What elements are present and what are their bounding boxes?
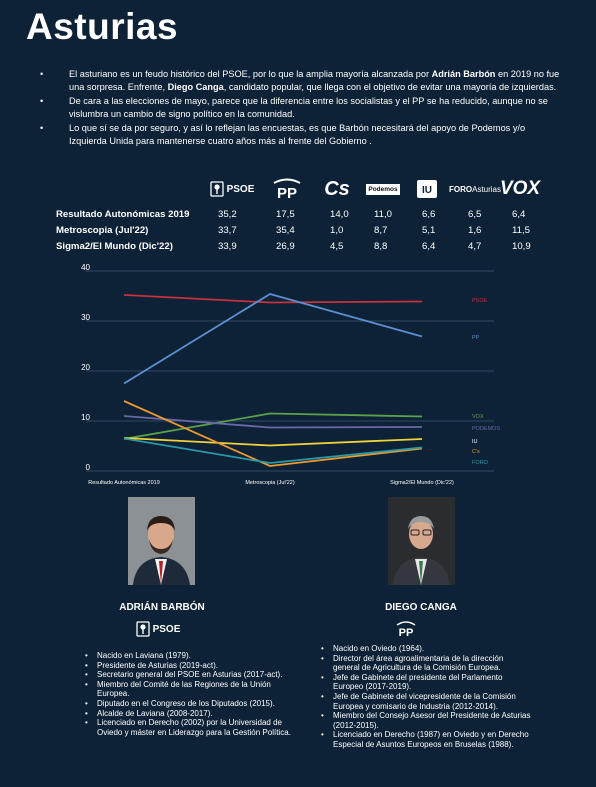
bio-item: Alcalde de Laviana (2008-2017). bbox=[83, 709, 293, 719]
table-row: Metroscopia (Jul'22) 33,7 35,4 1,0 8,7 5… bbox=[56, 225, 536, 241]
row-label: Resultado Autonómicas 2019 bbox=[56, 209, 190, 220]
vox-logo: VOX bbox=[499, 178, 541, 199]
candidate-name-highlight: Adrián Barbón bbox=[431, 69, 496, 79]
series-label: PP bbox=[472, 335, 480, 341]
y-tick-label: 10 bbox=[81, 413, 90, 422]
intro-item: Lo que sí se da por seguro, y así lo ref… bbox=[40, 122, 560, 148]
series-label: FORO bbox=[472, 460, 489, 466]
series-label: VOX bbox=[472, 414, 484, 420]
cs-logo: Cs bbox=[324, 177, 350, 200]
x-tick-label: Metroscopia (Jul'22) bbox=[245, 480, 295, 486]
row-label: Sigma2/El Mundo (Dic'22) bbox=[56, 241, 173, 252]
table-cell: 6,5 bbox=[468, 209, 482, 220]
series-label: PSOE bbox=[472, 298, 488, 304]
bio-item: Miembro del Comité de las Regiones de la… bbox=[83, 680, 293, 699]
bio-item: Director del área agroalimentaria de la … bbox=[319, 654, 531, 673]
poll-table: Resultado Autonómicas 2019 35,2 17,5 14,… bbox=[56, 209, 536, 257]
table-cell: 11,0 bbox=[374, 209, 392, 220]
bio-item: Secretario general del PSOE en Asturias … bbox=[83, 670, 293, 680]
row-label: Metroscopia (Jul'22) bbox=[56, 225, 149, 236]
rose-icon bbox=[209, 181, 224, 197]
bio-item: Jefe de Gabinete del vicepresidente de l… bbox=[319, 692, 531, 711]
party-logos: PSOE PP Cs Podemos IU FORO Asturias VOX bbox=[200, 176, 540, 202]
table-cell: 33,9 bbox=[218, 241, 237, 252]
series-line-iu bbox=[123, 437, 423, 447]
svg-text:PP: PP bbox=[399, 627, 414, 638]
series-line-psoe bbox=[123, 294, 423, 304]
svg-text:IU: IU bbox=[422, 185, 432, 196]
y-tick-label: 30 bbox=[81, 313, 90, 322]
bio-item: Diputado en el Congreso de los Diputados… bbox=[83, 699, 293, 709]
table-cell: 8,8 bbox=[374, 241, 388, 252]
table-cell: 6,6 bbox=[422, 209, 436, 220]
table-row: Resultado Autonómicas 2019 35,2 17,5 14,… bbox=[56, 209, 536, 225]
intro-list: El asturiano es un feudo histórico del P… bbox=[40, 68, 560, 149]
intro-item: De cara a las elecciones de mayo, parece… bbox=[40, 95, 560, 121]
table-cell: 4,5 bbox=[330, 241, 344, 252]
portrait-icon bbox=[128, 497, 195, 585]
table-cell: 5,1 bbox=[422, 225, 436, 236]
x-tick-label: Resultado Autonómicas 2019 bbox=[88, 480, 160, 486]
psoe-logo: PSOE bbox=[130, 619, 186, 639]
iu-logo: IU bbox=[414, 176, 440, 202]
bio-item: Licenciado en Derecho (1987) en Oviedo y… bbox=[319, 730, 531, 749]
poll-line-chart: 0 10 20 30 40 Resultado Autonómicas 2019 Metro… bbox=[81, 263, 500, 486]
series-label: PODEMOS bbox=[472, 426, 500, 432]
portrait-icon bbox=[388, 497, 455, 585]
table-cell: 6,4 bbox=[422, 241, 436, 252]
table-cell: 4,7 bbox=[468, 241, 482, 252]
y-tick-label: 20 bbox=[81, 363, 90, 372]
psoe-logo: PSOE bbox=[208, 176, 256, 202]
series-line-cs bbox=[123, 400, 423, 467]
bio-list-barbon: Nacido en Laviana (1979). Presidente de … bbox=[83, 651, 293, 737]
table-cell: 26,9 bbox=[276, 241, 295, 252]
iu-icon: IU bbox=[417, 180, 437, 198]
table-cell: 35,4 bbox=[276, 225, 295, 236]
page-title: Asturias bbox=[26, 6, 179, 47]
y-tick-label: 0 bbox=[86, 463, 91, 472]
bio-item: Jefe de Gabinete del presidente del Parl… bbox=[319, 673, 531, 692]
table-cell: 6,4 bbox=[512, 209, 526, 220]
table-row: Sigma2/El Mundo (Dic'22) 33,9 26,9 4,5 8… bbox=[56, 241, 536, 257]
pp-gull-icon: PP bbox=[273, 178, 301, 201]
table-cell: 17,5 bbox=[276, 209, 295, 220]
x-tick-label: Sigma2/El Mundo (Dic'22) bbox=[390, 480, 454, 486]
candidate-name: ADRIÁN BARBÓN bbox=[119, 602, 205, 613]
rose-icon bbox=[135, 621, 150, 637]
bio-list-canga: Nacido en Oviedo (1964). Director del ár… bbox=[319, 644, 531, 750]
table-cell: 1,6 bbox=[468, 225, 482, 236]
pp-logo: PP bbox=[396, 619, 416, 639]
candidate-name: DIEGO CANGA bbox=[385, 602, 457, 613]
series-line-pp bbox=[123, 293, 423, 385]
table-cell: 1,0 bbox=[330, 225, 344, 236]
candidate-photo-canga bbox=[388, 497, 455, 585]
bio-item: Nacido en Oviedo (1964). bbox=[319, 644, 531, 654]
table-cell: 35,2 bbox=[218, 209, 237, 220]
bio-item: Nacido en Laviana (1979). bbox=[83, 651, 293, 661]
series-line-podemos bbox=[123, 415, 423, 429]
table-cell: 11,5 bbox=[512, 225, 530, 236]
foro-logo: FORO Asturias bbox=[449, 184, 502, 194]
svg-text:PP: PP bbox=[277, 185, 297, 201]
y-tick-label: 40 bbox=[81, 263, 90, 272]
table-cell: 8,7 bbox=[374, 225, 388, 236]
bio-item: Presidente de Asturias (2019-act). bbox=[83, 661, 293, 671]
table-cell: 14,0 bbox=[330, 209, 349, 220]
candidate-name-highlight: Diego Canga bbox=[167, 82, 224, 92]
candidate-photo-barbon bbox=[128, 497, 195, 585]
pp-logo: PP bbox=[270, 176, 304, 202]
bio-item: Licenciado en Derecho (2002) por la Univ… bbox=[83, 718, 293, 737]
bio-item: Miembro del Consejo Asesor del President… bbox=[319, 711, 531, 730]
table-cell: 10,9 bbox=[512, 241, 531, 252]
series-label: C's bbox=[472, 449, 480, 455]
pp-gull-icon: PP bbox=[396, 621, 416, 638]
table-cell: 33,7 bbox=[218, 225, 237, 236]
series-line-vox bbox=[123, 412, 423, 440]
series-label: IU bbox=[472, 439, 478, 445]
podemos-logo: Podemos bbox=[366, 183, 400, 195]
series-line-foro bbox=[123, 437, 423, 464]
intro-item: El asturiano es un feudo histórico del P… bbox=[40, 68, 560, 94]
